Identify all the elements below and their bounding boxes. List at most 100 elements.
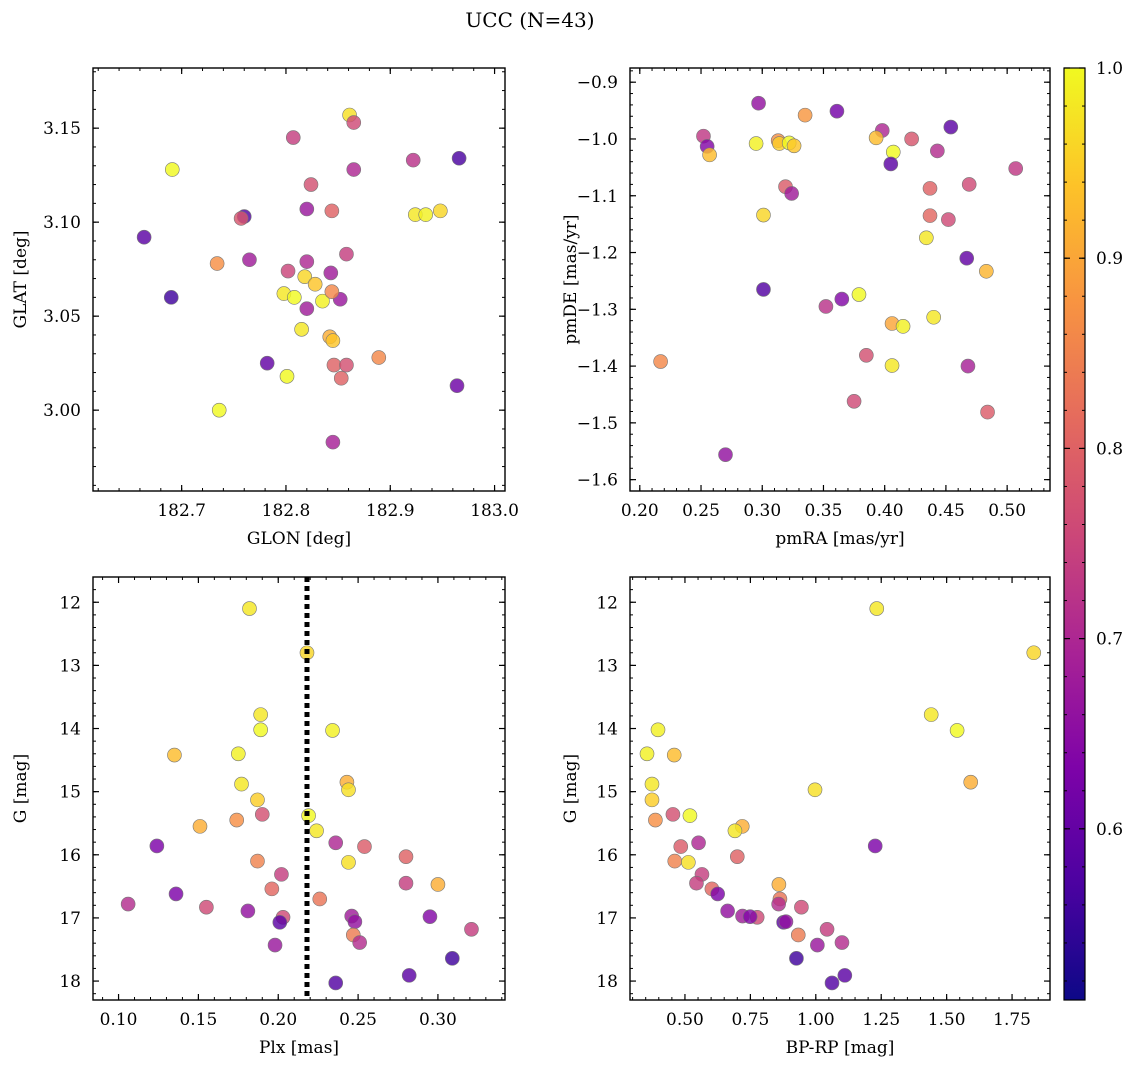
scatter-point	[324, 284, 340, 300]
scatter-point	[346, 115, 362, 130]
scatter-point	[325, 333, 341, 348]
plot-frame	[92, 67, 506, 492]
scatter-point	[960, 358, 976, 374]
y-tick-label: 17	[596, 909, 618, 929]
scatter-point	[307, 276, 323, 292]
x-tick-label: 0.10	[100, 1010, 138, 1030]
x-tick-label: 1.00	[797, 1010, 835, 1030]
scatter-point	[742, 909, 758, 924]
colorbar-tick-label: 0.8	[1096, 439, 1123, 459]
scatter-point	[959, 250, 975, 266]
scatter-point	[398, 875, 414, 891]
plot-frame	[92, 576, 506, 1001]
x-tick-label: 182.8	[262, 501, 311, 521]
x-tick-label: 182.9	[366, 501, 415, 521]
y-tick-label: 12	[596, 593, 618, 613]
scatter-point	[689, 875, 704, 891]
scatter-point	[794, 899, 809, 915]
y-tick-label: 3.15	[43, 119, 81, 139]
x-tick-label: 0.45	[927, 501, 965, 521]
y-tick-label: 16	[59, 846, 81, 866]
scatter-point	[666, 747, 682, 763]
colorbar: 0.6 0.7 0.8 0.9 1.0	[1063, 59, 1123, 1001]
y-axis-label: pmDE [mas/yr]	[561, 214, 581, 344]
scatter-point	[341, 855, 356, 870]
scatter-point	[829, 103, 845, 119]
scatter-point	[834, 935, 850, 950]
colorbar-tick-label: 0.6	[1096, 820, 1123, 840]
colorbar-tick-label: 0.7	[1096, 630, 1123, 650]
x-tick-label: 0.30	[419, 1010, 457, 1030]
y-tick-label: −0.9	[577, 73, 618, 93]
scatter-point	[120, 896, 136, 912]
y-tick-label: −1.2	[577, 244, 618, 264]
scatter-points	[120, 601, 479, 991]
y-tick-label: 3.05	[43, 307, 81, 327]
scatter-point	[211, 402, 227, 418]
scatter-point	[267, 937, 283, 953]
y-tick-label: −1.0	[577, 130, 618, 150]
x-tick-label: 0.35	[805, 501, 843, 521]
scatter-point	[846, 393, 862, 409]
scatter-point	[233, 211, 249, 226]
scatter-point	[259, 355, 275, 371]
scatter-point	[681, 855, 696, 870]
y-tick-label: 14	[59, 720, 81, 740]
scatter-point	[904, 131, 919, 147]
y-tick-label: 12	[59, 593, 81, 613]
scatter-point	[771, 877, 787, 892]
figure-title: UCC (N=43)	[465, 8, 594, 32]
panel-top-right: 0.20 0.25 0.30 0.35 0.40 0.45 0.50 −1.6 −1.5 −1.4…	[561, 67, 1051, 549]
scatter-point	[786, 138, 802, 154]
x-axis-label: GLON [deg]	[247, 529, 351, 549]
scatter-point	[325, 723, 340, 738]
scatter-point	[667, 853, 683, 869]
scatter-point	[287, 290, 302, 305]
scatter-point	[285, 130, 301, 145]
scatter-point	[303, 177, 319, 192]
colorbar-frame	[1063, 67, 1086, 1001]
scatter-point	[883, 156, 899, 172]
y-tick-label: 17	[59, 909, 81, 929]
scatter-point	[346, 162, 362, 177]
y-tick-label: −1.4	[577, 357, 618, 377]
scatter-point	[449, 378, 465, 394]
scatter-point	[895, 319, 911, 334]
x-tick-label: 0.50	[666, 1010, 704, 1030]
scatter-points	[639, 601, 1042, 991]
scatter-point	[665, 807, 681, 822]
scatter-point	[869, 601, 885, 616]
y-tick-label: 13	[596, 656, 618, 676]
y-tick-label: −1.5	[577, 414, 618, 434]
scatter-point	[242, 601, 257, 616]
x-axis-label: Plx [mas]	[259, 1038, 339, 1058]
scatter-point	[234, 776, 249, 792]
scatter-point	[347, 914, 363, 930]
plot-frame	[629, 67, 1051, 492]
scatter-point	[250, 792, 265, 808]
scatter-point	[299, 254, 315, 269]
y-tick-label: 18	[596, 972, 618, 992]
scatter-point	[756, 207, 771, 223]
scatter-point	[163, 290, 179, 305]
scatter-point	[644, 776, 660, 792]
scatter-point	[164, 162, 180, 177]
x-tick-label: 182.7	[157, 501, 206, 521]
scatter-point	[328, 975, 344, 991]
scatter-point	[748, 136, 764, 151]
scatter-point	[789, 951, 804, 966]
scatter-point	[433, 203, 448, 219]
x-tick-label: 0.30	[743, 501, 781, 521]
x-tick-label: 0.50	[988, 501, 1026, 521]
scatter-point	[867, 838, 883, 854]
scatter-point	[963, 774, 979, 790]
x-tick-label: 0.20	[259, 1010, 297, 1030]
scatter-points	[136, 107, 467, 450]
panel-bottom-right: 0.50 0.75 1.00 1.25 1.50 1.75 12 13 14 15 16 17 18 BP…	[561, 576, 1051, 1058]
scatter-point	[264, 881, 280, 897]
x-tick-label: 0.40	[866, 501, 904, 521]
scatter-point	[451, 150, 467, 166]
y-tick-label: 14	[596, 720, 618, 740]
colorbar-gradient	[1064, 68, 1085, 1000]
